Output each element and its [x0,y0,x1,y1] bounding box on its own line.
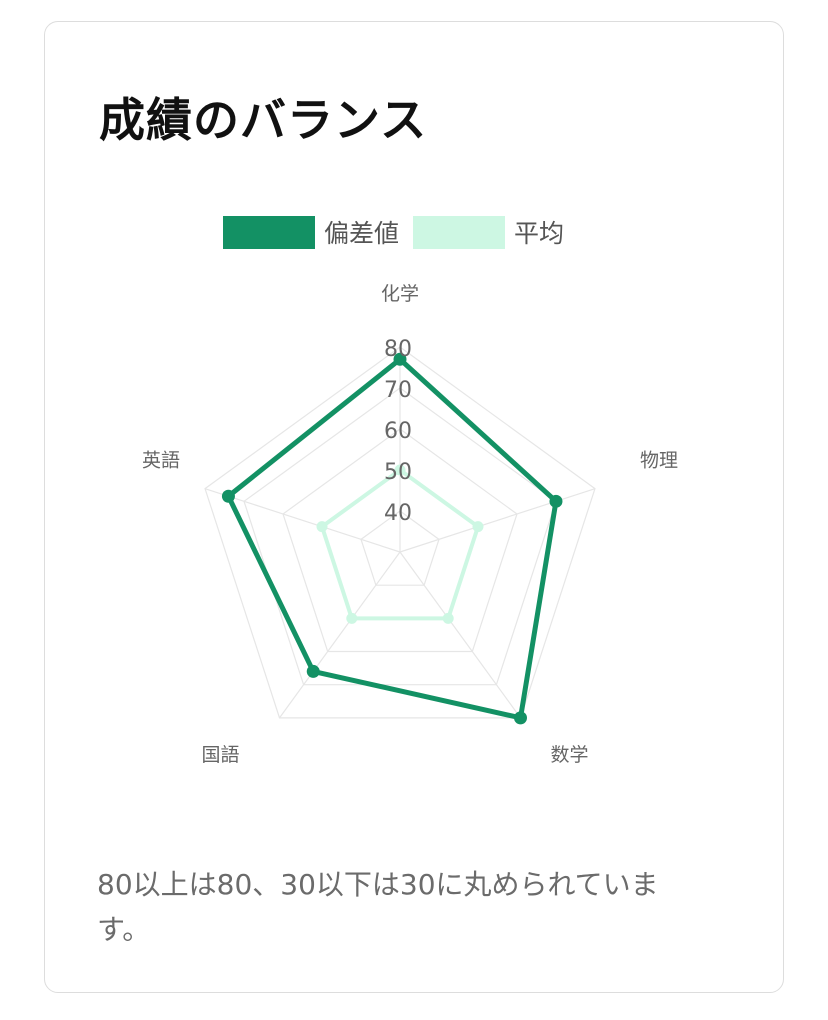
legend-label-average: 平均 [514,219,565,248]
r-tick-label: 60 [384,419,412,444]
chart-legend: 偏差値 平均 [223,214,578,250]
grid-ring [360,510,440,586]
legend-swatch-average [413,215,506,249]
axis-label: 数学 [550,744,588,766]
r-tick-label: 80 [384,337,412,362]
r-tick-label: 70 [384,378,412,403]
grid-spoke [399,488,596,553]
axis-label: 化学 [381,283,419,305]
grid-ring [243,387,557,686]
grid-spoke [204,488,401,553]
grid-ring [282,428,518,653]
r-tick-label: 40 [384,501,412,526]
series-line-average [320,468,480,621]
data-point-average [472,521,484,533]
data-point-average [442,612,454,624]
data-point-deviation [306,664,320,678]
grid-ring [204,346,596,719]
r-tick-label: 50 [384,460,412,485]
axis-label: 英語 [142,450,180,472]
grid-spoke [279,551,401,719]
legend-item-deviation[interactable]: 偏差値 [223,214,399,250]
data-point-average [394,464,406,476]
data-point-average [346,612,358,624]
rounding-note: 80以上は80、30以下は30に丸められています。 [97,868,659,946]
axis-label: 物理 [640,450,678,472]
data-point-deviation [513,711,527,725]
data-point-deviation [393,352,407,366]
score-balance-card: 成績のバランス 偏差値 平均 40 50 60 70 80 化学物理数学 国語 英語 80以上… [44,21,784,993]
card-title: 成績のバランス [99,93,428,147]
legend-item-average[interactable]: 平均 [413,214,564,250]
series-line-deviation [225,356,559,721]
data-point-deviation [221,489,235,503]
legend-swatch-deviation [223,215,315,249]
axis-label: 国語 [201,744,239,766]
data-point-average [316,521,328,533]
data-point-deviation [549,494,563,508]
grid-spoke [399,551,521,719]
legend-label-deviation: 偏差値 [324,219,400,248]
